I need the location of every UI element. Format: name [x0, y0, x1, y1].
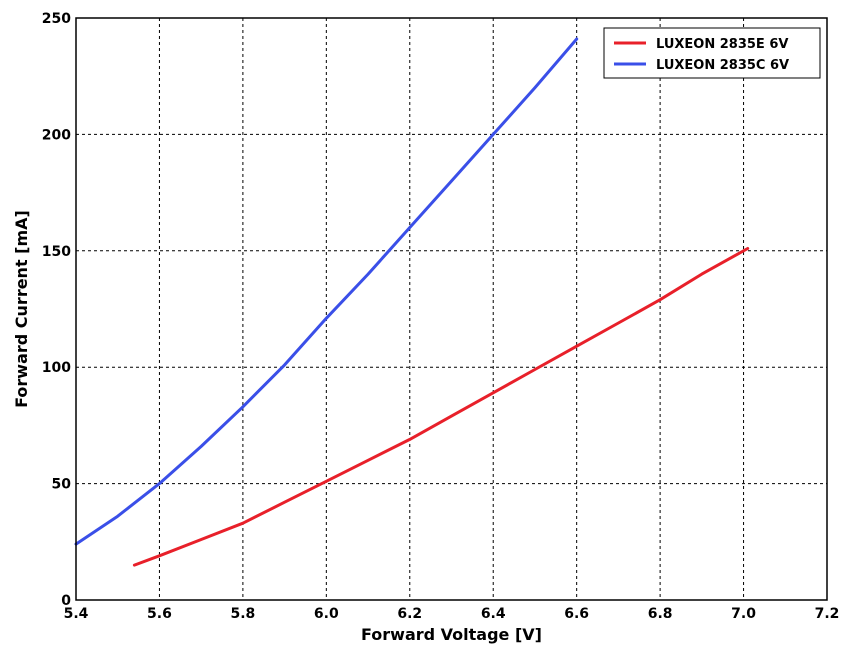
series-lines: [74, 37, 750, 567]
legend: LUXEON 2835E 6V LUXEON 2835C 6V: [603, 27, 821, 79]
y-tick-label: 100: [42, 360, 71, 376]
x-tick-label: 6.2: [397, 606, 422, 622]
y-axis-title: Forward Current [mA]: [12, 210, 31, 408]
tick-labels: 5.4 5.6 5.8 6.0 6.2 6.4 6.6 6.8 7.0 7.2 0 50 100 150 2…: [42, 11, 840, 622]
x-tick-label: 7.2: [815, 606, 840, 622]
series-line-2: [74, 37, 579, 546]
series-line-1: [132, 247, 750, 567]
x-tick-label: 5.6: [147, 606, 172, 622]
x-axis-title: Forward Voltage [V]: [361, 625, 542, 644]
y-tick-label: 250: [42, 11, 71, 27]
x-tick-label: 6.0: [314, 606, 339, 622]
y-tick-label: 200: [42, 127, 71, 143]
x-tick-label: 7.0: [731, 606, 756, 622]
y-tick-label: 150: [42, 244, 71, 260]
legend-label: LUXEON 2835C 6V: [656, 58, 789, 73]
x-tick-label: 6.8: [648, 606, 673, 622]
x-tick-label: 6.6: [564, 606, 589, 622]
plot-area-frame: [75, 17, 828, 601]
legend-label: LUXEON 2835E 6V: [656, 37, 788, 52]
y-tick-label: 0: [61, 593, 71, 609]
x-tick-label: 5.8: [230, 606, 255, 622]
grid: [76, 18, 827, 600]
x-tick-label: 6.4: [481, 606, 506, 622]
x-tick-label: 5.4: [64, 606, 89, 622]
y-tick-label: 50: [52, 477, 72, 493]
legend-box: [603, 27, 821, 79]
